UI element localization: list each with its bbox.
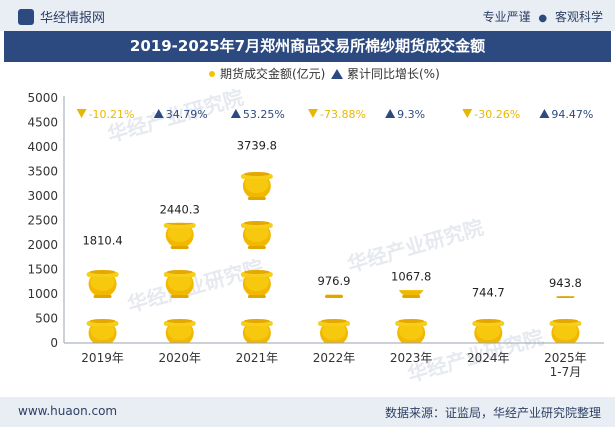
y-axis: 0 500 1000 1500 2000 2500 3000 3500 4000 4500 5000 bbox=[27, 91, 65, 350]
bar bbox=[472, 319, 505, 344]
x-category-label: 2024年 bbox=[467, 351, 510, 365]
y-tick-label: 4500 bbox=[27, 116, 58, 130]
x-axis: 2019年 2020年 2021年 2022年 2023年 2024年 2025年 1-7月 bbox=[64, 342, 604, 379]
y-tick-label: 0 bbox=[50, 336, 58, 350]
bar-value-label: 976.9 bbox=[318, 274, 351, 288]
growth-label: -30.26% bbox=[474, 108, 520, 121]
growth-label: 53.25% bbox=[243, 108, 285, 121]
bar-value-label: 2440.3 bbox=[160, 202, 200, 216]
bar-icon bbox=[86, 270, 119, 298]
x-category-label: 2022年 bbox=[313, 351, 356, 365]
plot-area: 1810.4 2440.3 3739.8 976.9 1067.8 744.7 943.8 -… bbox=[76, 108, 593, 344]
bar-value-label: 1067.8 bbox=[391, 270, 431, 284]
y-tick-label: 3000 bbox=[27, 189, 58, 203]
growth-up-icon bbox=[153, 109, 164, 118]
x-category-label: 2021年 bbox=[236, 351, 279, 365]
growth-label: -73.88% bbox=[320, 108, 366, 121]
bar-value-label: 943.8 bbox=[549, 276, 582, 290]
x-category-label: 2025年 1-7月 bbox=[544, 351, 587, 379]
y-tick-label: 4000 bbox=[27, 140, 58, 154]
x-category-label: 2020年 bbox=[158, 351, 201, 365]
y-tick-label: 3500 bbox=[27, 165, 58, 179]
bar-icon bbox=[164, 172, 196, 200]
footer: www.huaon.com 数据来源：证监局，华经产业研究院整理 bbox=[0, 397, 615, 427]
y-tick-label: 1000 bbox=[27, 287, 58, 301]
chart-title: 2019-2025年7月郑州商品交易所棉纱期货成交金额 bbox=[4, 31, 611, 62]
bar-icon bbox=[240, 270, 273, 298]
bar-value-label: 3739.8 bbox=[237, 139, 277, 153]
legend-growth-icon bbox=[331, 69, 343, 79]
growth-down-icon bbox=[308, 109, 318, 118]
y-tick-label: 500 bbox=[35, 312, 58, 326]
watermark-text: 华经产业研究院 bbox=[345, 215, 486, 277]
growth-up-icon bbox=[385, 109, 396, 118]
x-category-label: 2023年 bbox=[390, 351, 433, 365]
tagline-right: 客观科学 bbox=[554, 10, 603, 24]
growth-down-icon bbox=[76, 109, 87, 118]
bar bbox=[163, 172, 196, 344]
legend-amount-icon bbox=[209, 71, 215, 77]
bar-icon bbox=[240, 221, 273, 249]
growth-down-icon bbox=[462, 109, 473, 118]
tagline: 专业严谨 ● 客观科学 bbox=[483, 8, 603, 25]
footer-source: 数据来源：证监局，华经产业研究院整理 bbox=[384, 406, 601, 420]
brand-name: 华经情报网 bbox=[40, 11, 106, 26]
y-tick-label: 2500 bbox=[27, 214, 58, 228]
top-bar: 华经情报网 专业严谨 ● 客观科学 bbox=[0, 0, 615, 31]
bar-icon bbox=[240, 172, 273, 200]
bullet-icon: ● bbox=[538, 13, 548, 24]
brand: 华经情报网 bbox=[18, 7, 105, 26]
y-tick-label: 2000 bbox=[27, 238, 58, 252]
bar-value-label: 744.7 bbox=[472, 286, 505, 300]
legend-amount-label: 期货成交金额(亿元) bbox=[220, 66, 325, 81]
growth-label: 9.3% bbox=[397, 108, 425, 121]
footer-website: www.huaon.com bbox=[18, 404, 118, 418]
bar-icon bbox=[163, 222, 196, 249]
y-tick-label: 5000 bbox=[27, 91, 58, 105]
growth-label: -10.21% bbox=[89, 108, 135, 121]
brand-logo-icon bbox=[18, 8, 34, 25]
growth-label: 94.47% bbox=[551, 108, 593, 121]
growth-up-icon bbox=[230, 109, 241, 118]
legend-growth-label: 累计同比增长(%) bbox=[347, 67, 440, 81]
legend: 期货成交金额(亿元) 累计同比增长(%) bbox=[209, 66, 440, 81]
growth-up-icon bbox=[539, 109, 550, 118]
x-category-label: 2019年 bbox=[81, 351, 124, 365]
y-tick-label: 1500 bbox=[27, 263, 58, 277]
bar-value-label: 1810.4 bbox=[82, 233, 122, 247]
growth-label: 34.79% bbox=[166, 108, 208, 121]
tagline-left: 专业严谨 bbox=[482, 10, 531, 24]
bar bbox=[240, 172, 273, 344]
